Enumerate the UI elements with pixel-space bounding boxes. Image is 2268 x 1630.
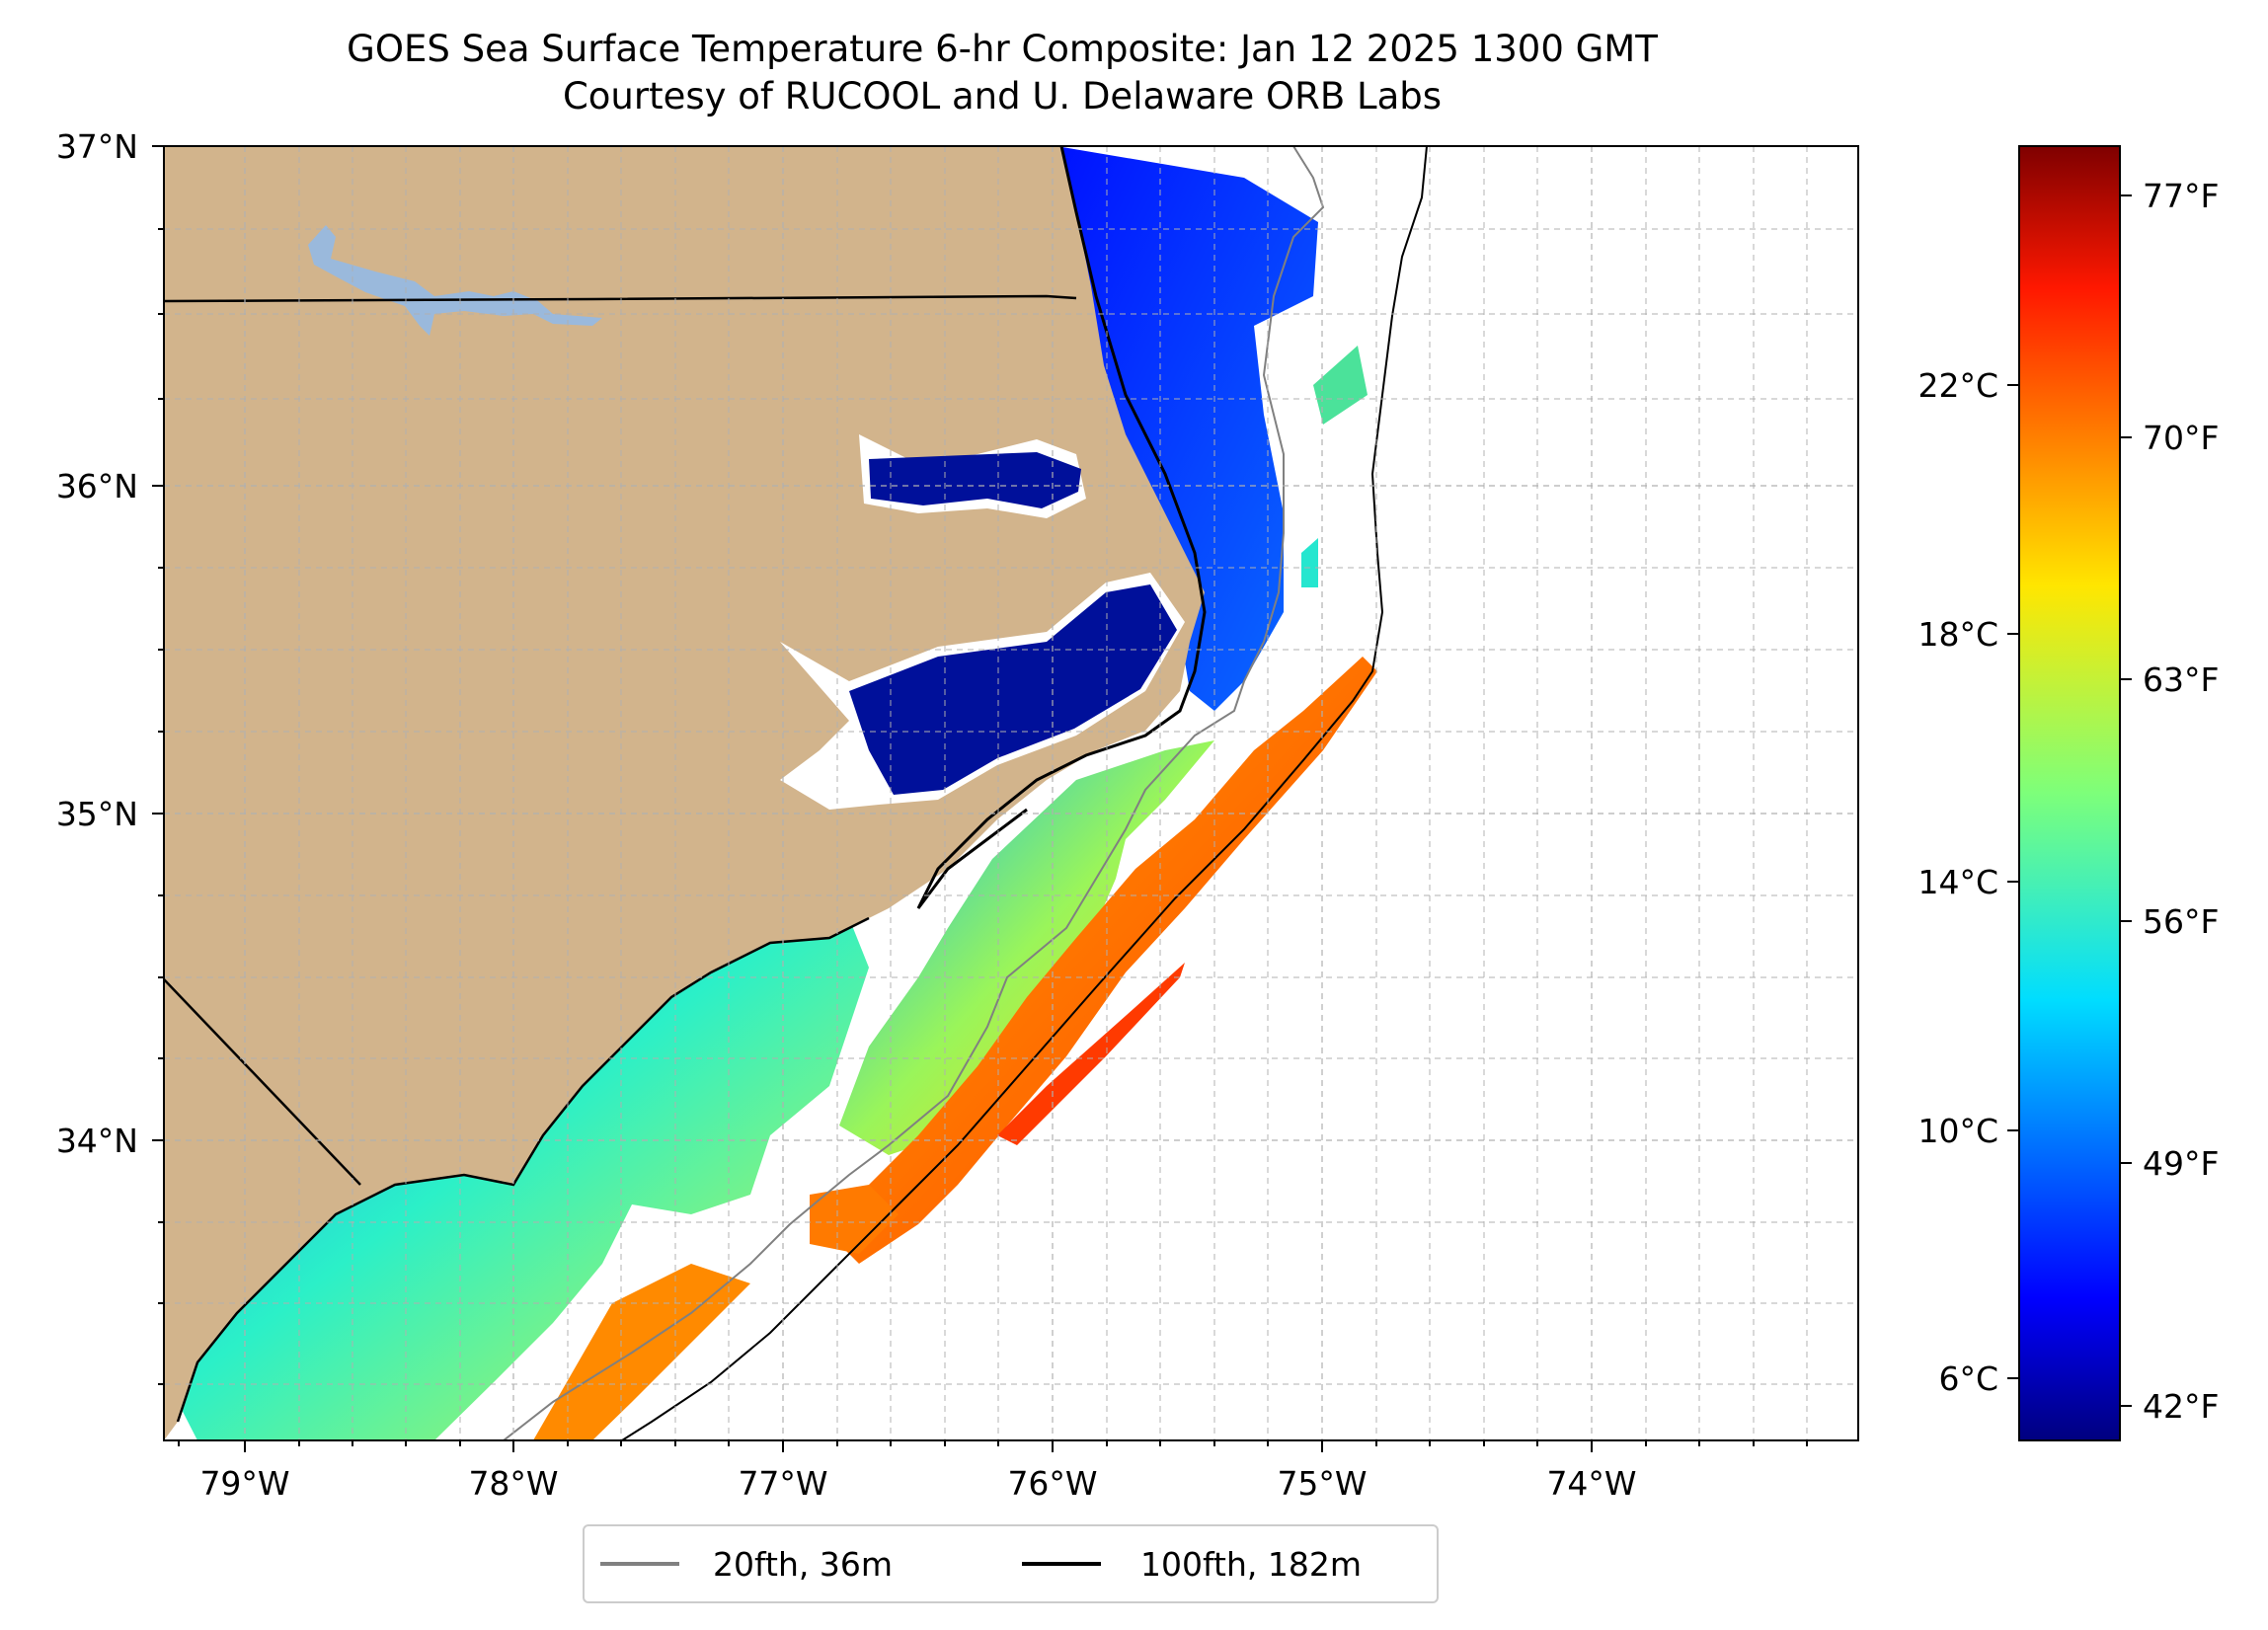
cbar-f-42: 42°F xyxy=(2143,1387,2219,1426)
lake-kerr xyxy=(308,225,602,336)
axis-ticks xyxy=(152,145,1808,1452)
sst-frying-pan-warm xyxy=(810,1185,899,1254)
lat-label-35n: 35°N xyxy=(56,795,138,833)
cbar-c-14: 14°C xyxy=(1917,863,1998,901)
colorbar-celsius-ticks xyxy=(2007,384,2019,1379)
colorbar-gradient xyxy=(2018,145,2121,1441)
lat-label-34n: 34°N xyxy=(56,1122,138,1160)
lon-label-77w: 77°W xyxy=(738,1464,827,1503)
cbar-c-6: 6°C xyxy=(1938,1359,1998,1398)
cbar-f-56: 56°F xyxy=(2143,902,2219,941)
map-panel xyxy=(164,146,1858,1440)
sst-green-patch-north xyxy=(1313,346,1368,425)
coastline xyxy=(176,916,870,1423)
lon-label-75w: 75°W xyxy=(1277,1464,1367,1503)
lon-label-79w: 79°W xyxy=(199,1464,289,1503)
colorbar-celsius-labels: 22°C 18°C 14°C 10°C 6°C xyxy=(1917,366,1998,1398)
title-line-1: GOES Sea Surface Temperature 6-hr Compos… xyxy=(347,28,1658,70)
water-albemarle-fill xyxy=(869,452,1081,508)
cbar-c-18: 18°C xyxy=(1917,615,1998,654)
state-border-va-nc xyxy=(164,294,1077,303)
lat-label-37n: 37°N xyxy=(56,127,138,166)
water-pamlico-fill xyxy=(849,584,1177,795)
legend-box xyxy=(583,1524,1439,1603)
lon-label-74w: 74°W xyxy=(1546,1464,1636,1503)
title-line-2: Courtesy of RUCOOL and U. Delaware ORB L… xyxy=(563,75,1442,117)
gridlines xyxy=(164,146,1858,1440)
legend-label-100fth: 100fth, 182m xyxy=(1140,1545,1362,1584)
sst-green-patch-small xyxy=(1301,538,1318,587)
sst-warm-filament xyxy=(997,963,1185,1145)
sst-mid-shelf xyxy=(839,740,1214,1155)
cbar-c-10: 10°C xyxy=(1917,1112,1998,1150)
legend-label-20fth: 20fth, 36m xyxy=(713,1545,893,1584)
lat-tick-labels: 37°N 36°N 35°N 34°N xyxy=(56,127,138,1160)
legend: 20fth, 36m 100fth, 182m xyxy=(583,1524,1439,1603)
colorbar-fahrenheit-labels: 77°F 70°F 63°F 56°F 49°F 42°F xyxy=(2143,177,2219,1426)
sst-gulf-stream-edge xyxy=(829,657,1377,1264)
cbar-f-77: 77°F xyxy=(2143,177,2219,215)
cbar-c-22: 22°C xyxy=(1917,366,1998,405)
cbar-f-63: 63°F xyxy=(2143,660,2219,699)
outer-banks-coast xyxy=(916,146,1207,909)
lat-label-36n: 36°N xyxy=(56,467,138,505)
lon-label-76w: 76°W xyxy=(1007,1464,1097,1503)
cbar-f-70: 70°F xyxy=(2143,419,2219,457)
state-border-nc-sc xyxy=(164,978,361,1186)
sst-northern-shelf xyxy=(1047,146,1318,711)
isobath-20fth xyxy=(503,146,1325,1440)
map-frame xyxy=(163,145,1859,1441)
colorbar: 22°C 18°C 14°C 10°C 6°C 77°F 70°F 63°F 5… xyxy=(1917,145,2219,1441)
lon-label-78w: 78°W xyxy=(468,1464,558,1503)
sst-onslow-bay xyxy=(178,913,869,1440)
cbar-f-49: 49°F xyxy=(2143,1144,2219,1183)
colorbar-fahrenheit-ticks xyxy=(2120,194,2132,1407)
lon-tick-labels: 79°W 78°W 77°W 76°W 75°W 74°W xyxy=(199,1464,1636,1503)
